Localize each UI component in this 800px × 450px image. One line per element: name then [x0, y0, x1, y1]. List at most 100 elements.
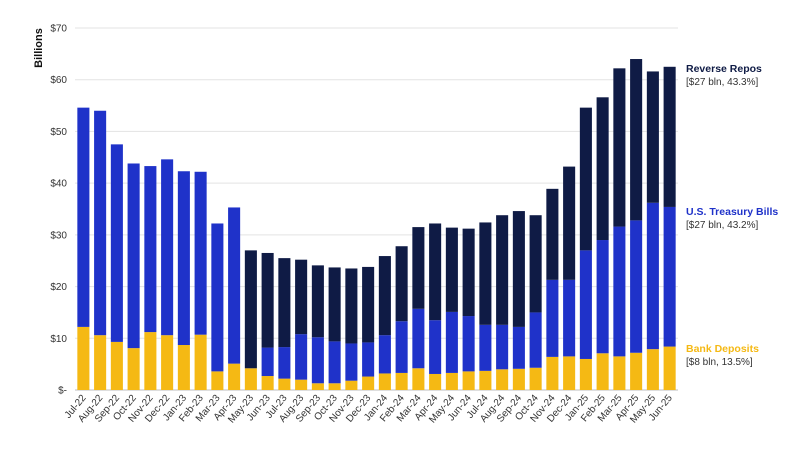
bar-reverse-repos-oct-23: [328, 267, 341, 342]
bar-bank-deposits-apr-25: [630, 352, 643, 390]
bar-u-s-treasury-bills-may-24: [445, 311, 458, 373]
bar-bank-deposits-aug-22: [94, 335, 107, 390]
y-tick-label: $60: [50, 75, 67, 86]
bar-u-s-treasury-bills-mar-25: [613, 226, 626, 357]
bar-u-s-treasury-bills-oct-22: [127, 163, 140, 349]
bar-u-s-treasury-bills-jul-22: [77, 107, 90, 327]
bar-bank-deposits-dec-23: [362, 376, 375, 390]
bar-bank-deposits-jul-23: [278, 378, 291, 390]
bar-bank-deposits-mar-23: [211, 371, 224, 390]
bar-u-s-treasury-bills-apr-25: [630, 220, 643, 353]
y-axis-title: Billions: [33, 28, 45, 68]
bar-u-s-treasury-bills-mar-23: [211, 223, 224, 372]
bar-u-s-treasury-bills-jul-24: [479, 324, 492, 371]
bar-bank-deposits-jun-25: [663, 346, 676, 390]
bar-bank-deposits-jul-24: [479, 370, 492, 390]
y-tick-label: $20: [50, 282, 67, 293]
bar-u-s-treasury-bills-aug-23: [295, 334, 308, 380]
bar-u-s-treasury-bills-oct-24: [529, 312, 542, 368]
bar-bank-deposits-feb-25: [596, 353, 609, 390]
bar-reverse-repos-may-24: [445, 227, 458, 312]
bar-u-s-treasury-bills-jun-25: [663, 206, 676, 347]
bar-reverse-repos-jun-24: [462, 228, 475, 317]
bar-reverse-repos-oct-24: [529, 215, 542, 313]
bar-bank-deposits-jun-24: [462, 371, 475, 390]
bar-bank-deposits-sep-24: [512, 368, 525, 390]
bar-u-s-treasury-bills-sep-23: [311, 337, 324, 384]
bar-u-s-treasury-bills-dec-23: [362, 342, 375, 377]
bar-bank-deposits-nov-22: [144, 332, 157, 390]
bar-u-s-treasury-bills-nov-24: [546, 279, 559, 357]
bar-reverse-repos-jul-24: [479, 222, 492, 325]
bar-reverse-repos-sep-23: [311, 265, 324, 338]
gridlines: [75, 27, 678, 391]
bar-u-s-treasury-bills-aug-22: [94, 110, 107, 336]
legend-treasury-bills-title: U.S. Treasury Bills: [686, 206, 778, 218]
bar-reverse-repos-jun-23: [261, 252, 274, 348]
bar-bank-deposits-apr-23: [228, 363, 241, 390]
bar-u-s-treasury-bills-jun-23: [261, 347, 274, 377]
legend-bank-deposits-title: Bank Deposits: [686, 343, 759, 355]
y-tick-label: $50: [50, 127, 67, 138]
bar-reverse-repos-nov-23: [345, 268, 358, 344]
bar-u-s-treasury-bills-sep-24: [512, 326, 525, 369]
bar-bank-deposits-jul-22: [77, 326, 90, 390]
bar-reverse-repos-jan-25: [579, 107, 592, 251]
y-tick-label: $40: [50, 179, 67, 190]
y-axis-tick-labels: $- $10 $20 $30 $40 $50 $60 $70: [50, 24, 67, 397]
bar-u-s-treasury-bills-sep-22: [110, 144, 123, 342]
bar-bank-deposits-nov-23: [345, 380, 358, 390]
bar-u-s-treasury-bills-jul-23: [278, 347, 291, 379]
legend-bank-deposits-detail: [$8 bln, 13.5%]: [686, 357, 753, 368]
bar-reverse-repos-feb-24: [395, 246, 408, 322]
bar-bank-deposits-apr-24: [429, 373, 442, 390]
bar-bank-deposits-jan-25: [579, 358, 592, 390]
bar-reverse-repos-nov-24: [546, 188, 559, 280]
bar-reverse-repos-dec-23: [362, 266, 375, 343]
bar-reverse-repos-aug-23: [295, 259, 308, 335]
bar-reverse-repos-may-23: [244, 250, 257, 369]
bar-bank-deposits-mar-24: [412, 368, 425, 390]
legend-treasury-bills-detail: [$27 bln, 43.2%]: [686, 220, 758, 231]
bar-u-s-treasury-bills-feb-24: [395, 321, 408, 373]
bar-u-s-treasury-bills-apr-23: [228, 207, 241, 364]
bar-u-s-treasury-bills-mar-24: [412, 308, 425, 369]
bar-reverse-repos-jan-24: [378, 256, 391, 336]
bar-u-s-treasury-bills-nov-23: [345, 343, 358, 381]
bar-reverse-repos-jul-23: [278, 258, 291, 348]
bar-u-s-treasury-bills-jan-24: [378, 335, 391, 374]
bar-reverse-repos-apr-25: [630, 59, 643, 221]
y-tick-label: $30: [50, 230, 67, 241]
legend-reverse-repos-detail: [$27 bln, 43.3%]: [686, 77, 758, 88]
bar-bank-deposits-nov-24: [546, 356, 559, 390]
bar-reverse-repos-jun-25: [663, 66, 676, 207]
bars: [77, 59, 676, 390]
bar-reverse-repos-may-25: [646, 71, 659, 203]
x-axis-tick-labels: Jul-22Aug-22Sep-22Oct-22Nov-22Dec-22Jan-…: [63, 393, 675, 426]
bar-u-s-treasury-bills-dec-24: [563, 279, 576, 357]
bar-u-s-treasury-bills-may-25: [646, 202, 659, 350]
bar-reverse-repos-feb-25: [596, 97, 609, 241]
y-tick-label: $-: [58, 386, 67, 397]
y-tick-label: $10: [50, 334, 67, 345]
bar-bank-deposits-oct-22: [127, 348, 140, 390]
bar-reverse-repos-sep-24: [512, 211, 525, 327]
bar-u-s-treasury-bills-feb-25: [596, 240, 609, 354]
bar-bank-deposits-may-25: [646, 349, 659, 390]
legend-reverse-repos-title: Reverse Repos: [686, 63, 762, 75]
bar-bank-deposits-dec-22: [161, 335, 174, 390]
bar-u-s-treasury-bills-feb-23: [194, 171, 207, 335]
bar-bank-deposits-oct-24: [529, 367, 542, 390]
bar-bank-deposits-may-24: [445, 372, 458, 390]
bar-u-s-treasury-bills-oct-23: [328, 341, 341, 384]
bar-u-s-treasury-bills-jun-24: [462, 316, 475, 372]
bar-reverse-repos-mar-25: [613, 68, 626, 227]
bar-u-s-treasury-bills-dec-22: [161, 159, 174, 336]
bar-bank-deposits-may-23: [244, 368, 257, 390]
bar-bank-deposits-dec-24: [563, 356, 576, 390]
bar-bank-deposits-jun-23: [261, 376, 274, 390]
bar-u-s-treasury-bills-jan-23: [177, 171, 190, 346]
bar-bank-deposits-aug-23: [295, 379, 308, 390]
bar-reverse-repos-dec-24: [563, 166, 576, 280]
